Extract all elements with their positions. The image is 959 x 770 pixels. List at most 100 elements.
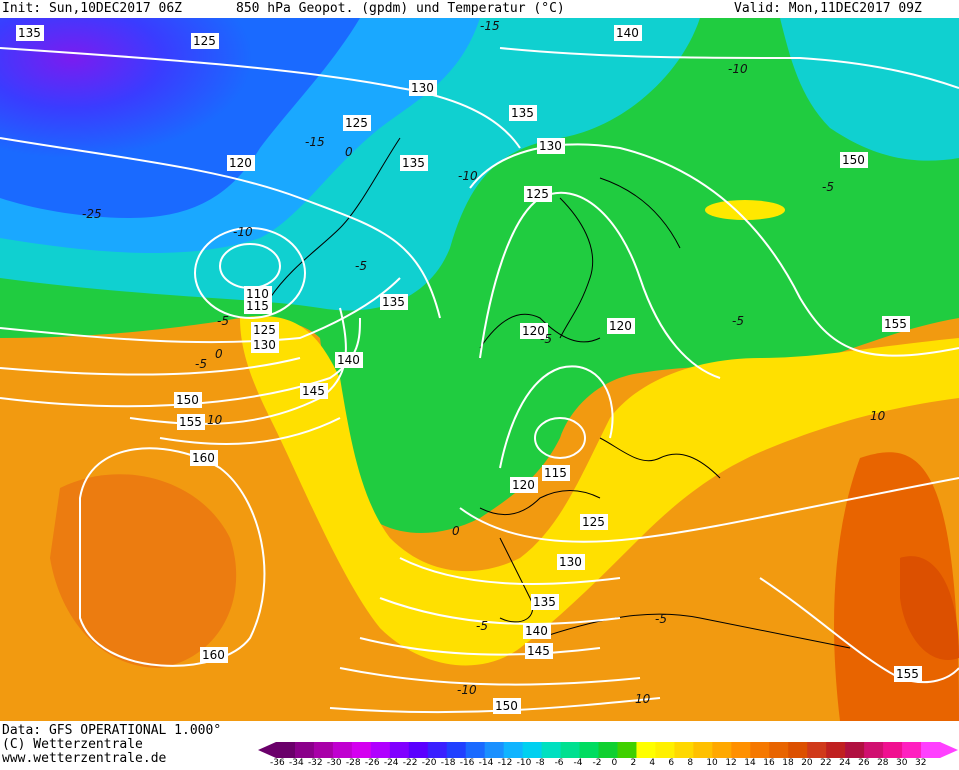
- temp-label: -5: [540, 332, 552, 346]
- geopot-label: 120: [512, 478, 535, 492]
- temp-label: -5: [195, 357, 207, 371]
- geopot-label: 110: [246, 287, 269, 301]
- legend-swatch: [560, 742, 581, 758]
- map-header: Init: Sun,10DEC2017 06Z 850 hPa Geopot. …: [0, 0, 959, 18]
- weather-map[interactable]: 135 125 140 130 125 135 120 135 130 125 …: [0, 18, 959, 721]
- yellow-band: [240, 316, 959, 666]
- legend-swatch: [769, 742, 789, 758]
- map-canvas: 135 125 140 130 125 135 120 135 130 125 …: [0, 18, 959, 721]
- geopot-label: 145: [527, 644, 550, 658]
- temperature-legend: [258, 742, 958, 758]
- legend-tick-label: 24: [839, 758, 851, 768]
- temp-label: -15: [480, 19, 500, 33]
- orange-patch-west: [50, 474, 237, 668]
- temp-label: -5: [217, 314, 229, 328]
- legend-tick-label: 4: [649, 758, 656, 768]
- legend-tick-label: 10: [706, 758, 718, 768]
- geopot-label: 125: [582, 515, 605, 529]
- yellow-patch: [705, 200, 785, 220]
- legend-swatch: [294, 742, 315, 758]
- legend-swatch: [674, 742, 694, 758]
- geopot-label: 130: [253, 338, 276, 352]
- legend-swatch: [598, 742, 618, 758]
- legend-swatch: [864, 742, 884, 758]
- legend-tick-label: -18: [440, 758, 456, 768]
- legend-tick-label: -6: [554, 758, 564, 768]
- footer-credits: Data: GFS OPERATIONAL 1.000° (C) Wetterz…: [2, 724, 221, 766]
- geopot-label: 150: [176, 393, 199, 407]
- cold-pool: [0, 18, 360, 218]
- geopot-label: 130: [539, 139, 562, 153]
- geopot-label: 135: [533, 595, 556, 609]
- geopot-label: 120: [522, 324, 545, 338]
- legend-swatch: [446, 742, 467, 758]
- valid-time: Valid: Mon,11DEC2017 09Z: [734, 1, 922, 16]
- geopot-label: 130: [411, 81, 434, 95]
- legend-tick-label: 18: [782, 758, 794, 768]
- legend-ticks: -36 -34 -32 -30 -28 -26 -24 -22 -20 -18 -16 -14 -12-…: [258, 758, 958, 770]
- geopot-label: 160: [202, 648, 225, 662]
- legend-tick-label: 14: [744, 758, 756, 768]
- legend-tick-label: 12: [725, 758, 737, 768]
- copyright: (C) Wetterzentrale: [2, 737, 143, 752]
- geopot-label: 140: [337, 353, 360, 367]
- temp-label: -15: [305, 135, 325, 149]
- temp-label: 0: [345, 145, 353, 159]
- legend-tick-label: 26: [858, 758, 870, 768]
- legend-tick-label: 16: [763, 758, 775, 768]
- legend-swatch: [636, 742, 656, 758]
- legend-tick-label: -22: [402, 758, 418, 768]
- geopot-label: 160: [192, 451, 215, 465]
- geopot-label: 140: [616, 26, 639, 40]
- temp-label: -5: [822, 180, 834, 194]
- legend-tick-label: 32: [915, 758, 927, 768]
- geopot-label: 145: [302, 384, 325, 398]
- geopot-label: 125: [526, 187, 549, 201]
- legend-tick-label: 0: [611, 758, 618, 768]
- ne-cyan: [780, 18, 959, 161]
- map-title: 850 hPa Geopot. (gpdm) und Temperatur (°…: [236, 1, 565, 16]
- temp-label: -10: [457, 683, 477, 697]
- init-time: Init: Sun,10DEC2017 06Z: [2, 1, 183, 16]
- legend-tick-label: -4: [573, 758, 583, 768]
- geopot-label: 140: [525, 624, 548, 638]
- legend-tick-label: -14: [478, 758, 494, 768]
- legend-swatch: [750, 742, 770, 758]
- legend-arrow-left: [258, 742, 276, 758]
- legend-tick-label: -34: [288, 758, 304, 768]
- temp-label: -10: [728, 62, 748, 76]
- geopot-label: 155: [896, 667, 919, 681]
- geopot-label: 155: [884, 317, 907, 331]
- legend-swatch: [351, 742, 372, 758]
- legend-swatch: [313, 742, 334, 758]
- legend-swatch: [617, 742, 637, 758]
- legend-tick-label: -10: [516, 758, 532, 768]
- legend-swatch: [845, 742, 865, 758]
- geopot-label: 125: [345, 116, 368, 130]
- geopot-label: 135: [18, 26, 41, 40]
- coastlines: [269, 137, 851, 649]
- legend-swatch: [465, 742, 486, 758]
- legend-tick-label: -12: [497, 758, 513, 768]
- geopot-label: 135: [402, 156, 425, 170]
- geopot-label: 115: [544, 466, 567, 480]
- temp-label: -25: [82, 207, 102, 221]
- legend-swatch: [522, 742, 543, 758]
- legend-tick-label: 28: [877, 758, 889, 768]
- legend-swatch: [902, 742, 922, 758]
- legend-swatch: [693, 742, 713, 758]
- legend-swatch: [579, 742, 600, 758]
- legend-tick-label: -24: [383, 758, 399, 768]
- legend-arrow-right: [940, 742, 958, 758]
- orange-patch-east: [834, 452, 959, 721]
- legend-swatch: [883, 742, 903, 758]
- legend-tick-label: -2: [592, 758, 602, 768]
- geopot-label: 115: [246, 299, 269, 313]
- website-link[interactable]: www.wetterzentrale.de: [2, 751, 167, 766]
- legend-tick-label: -36: [270, 758, 285, 768]
- legend-tick-label: 2: [630, 758, 637, 768]
- temp-label: 10: [207, 413, 223, 427]
- temperature-labels: -15 -25 -10 -15 -10 -5 -5 -10 -5 -5 -5 0…: [82, 19, 886, 706]
- legend-tick-label: 20: [801, 758, 813, 768]
- legend-tick-label: -8: [535, 758, 545, 768]
